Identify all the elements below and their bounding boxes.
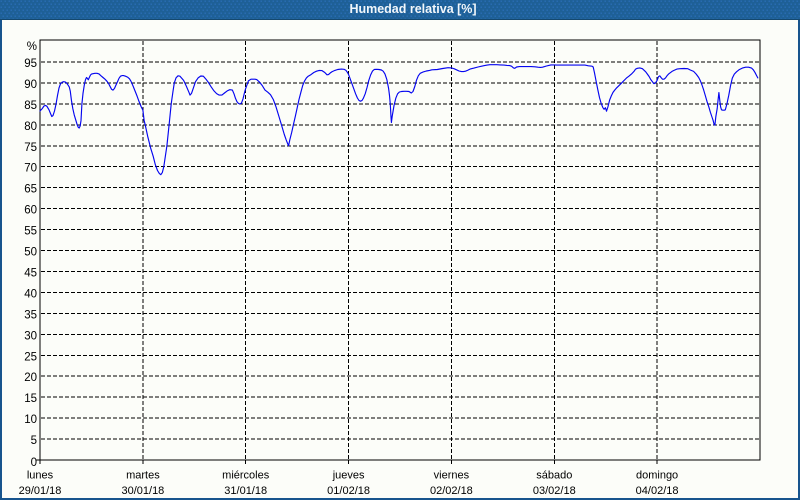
svg-text:35: 35: [24, 309, 37, 321]
svg-text:90: 90: [24, 79, 37, 91]
svg-text:30/01/18: 30/01/18: [121, 485, 164, 497]
svg-text:10: 10: [24, 414, 37, 426]
svg-text:65: 65: [24, 184, 37, 196]
svg-text:95: 95: [24, 58, 37, 70]
svg-text:15: 15: [24, 393, 37, 405]
svg-text:martes: martes: [126, 470, 160, 482]
svg-text:miércoles: miércoles: [222, 470, 270, 482]
svg-text:lunes: lunes: [27, 470, 54, 482]
svg-text:jueves: jueves: [332, 470, 365, 482]
svg-text:80: 80: [24, 121, 37, 133]
svg-text:45: 45: [24, 268, 37, 280]
svg-text:domingo: domingo: [636, 470, 678, 482]
svg-text:01/02/18: 01/02/18: [327, 485, 370, 497]
svg-text:sábado: sábado: [536, 470, 572, 482]
svg-text:0: 0: [31, 457, 37, 469]
svg-text:25: 25: [24, 351, 37, 363]
svg-text:03/02/18: 03/02/18: [533, 485, 576, 497]
svg-text:02/02/18: 02/02/18: [430, 485, 473, 497]
svg-text:04/02/18: 04/02/18: [636, 485, 679, 497]
svg-text:55: 55: [24, 226, 37, 238]
svg-text:20: 20: [24, 372, 37, 384]
svg-text:85: 85: [24, 100, 37, 112]
svg-text:40: 40: [24, 288, 37, 300]
svg-text:75: 75: [24, 142, 37, 154]
svg-text:29/01/18: 29/01/18: [19, 485, 62, 497]
svg-text:50: 50: [24, 247, 37, 259]
svg-text:5: 5: [31, 435, 37, 447]
svg-text:31/01/18: 31/01/18: [224, 485, 267, 497]
svg-text:60: 60: [24, 205, 37, 217]
svg-text:%: %: [27, 41, 37, 53]
svg-text:70: 70: [24, 163, 37, 175]
svg-text:30: 30: [24, 330, 37, 342]
svg-text:viernes: viernes: [434, 470, 470, 482]
